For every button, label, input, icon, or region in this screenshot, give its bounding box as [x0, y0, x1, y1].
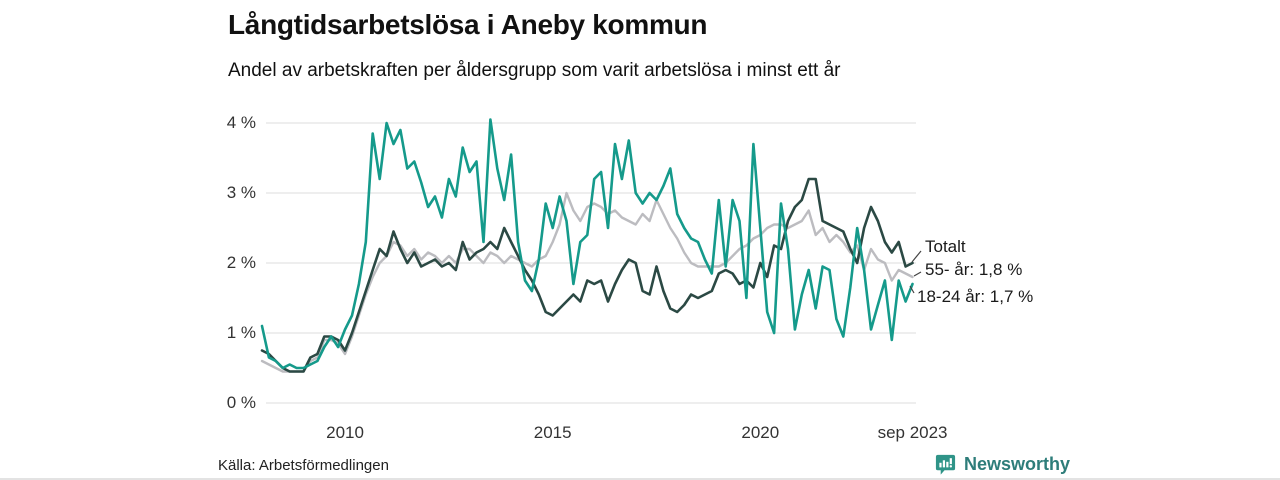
brand-logo: Newsworthy — [934, 453, 1070, 476]
leader-line — [909, 285, 915, 294]
y-axis-tick-label: 3 % — [226, 183, 256, 202]
page-subtitle: Andel av arbetskraften per åldersgrupp s… — [228, 60, 841, 81]
leader-line — [913, 271, 922, 277]
bar-chart-speech-bubble-icon — [935, 454, 956, 475]
series-line-18-24-r — [260, 118, 914, 370]
y-axis-tick-label: 2 % — [226, 253, 256, 272]
annotation-totalt: Totalt — [925, 237, 966, 256]
x-axis-tick-label: 2020 — [741, 423, 780, 442]
x-axis-tick-label: 2015 — [533, 423, 572, 442]
brand-name: Newsworthy — [964, 454, 1071, 474]
series-line-totalt — [260, 177, 914, 373]
source-note: Källa: Arbetsförmedlingen — [218, 457, 389, 474]
series-line-55-r — [260, 191, 914, 373]
x-axis-tick-label: 2010 — [326, 423, 364, 442]
y-axis-tick-label: 1 % — [226, 323, 256, 342]
annotation-55-plus: 55- år: 1,8 % — [925, 260, 1023, 279]
leader-line — [911, 250, 922, 263]
x-axis-tick-label: sep 2023 — [877, 423, 948, 442]
y-axis-tick-label: 4 % — [226, 113, 256, 132]
page-title: Långtidsarbetslösa i Aneby kommun — [228, 9, 708, 40]
bottom-rule — [0, 478, 1280, 480]
annotation-18-24: 18-24 år: 1,7 % — [917, 287, 1034, 306]
y-axis-tick-label: 0 % — [226, 393, 256, 412]
